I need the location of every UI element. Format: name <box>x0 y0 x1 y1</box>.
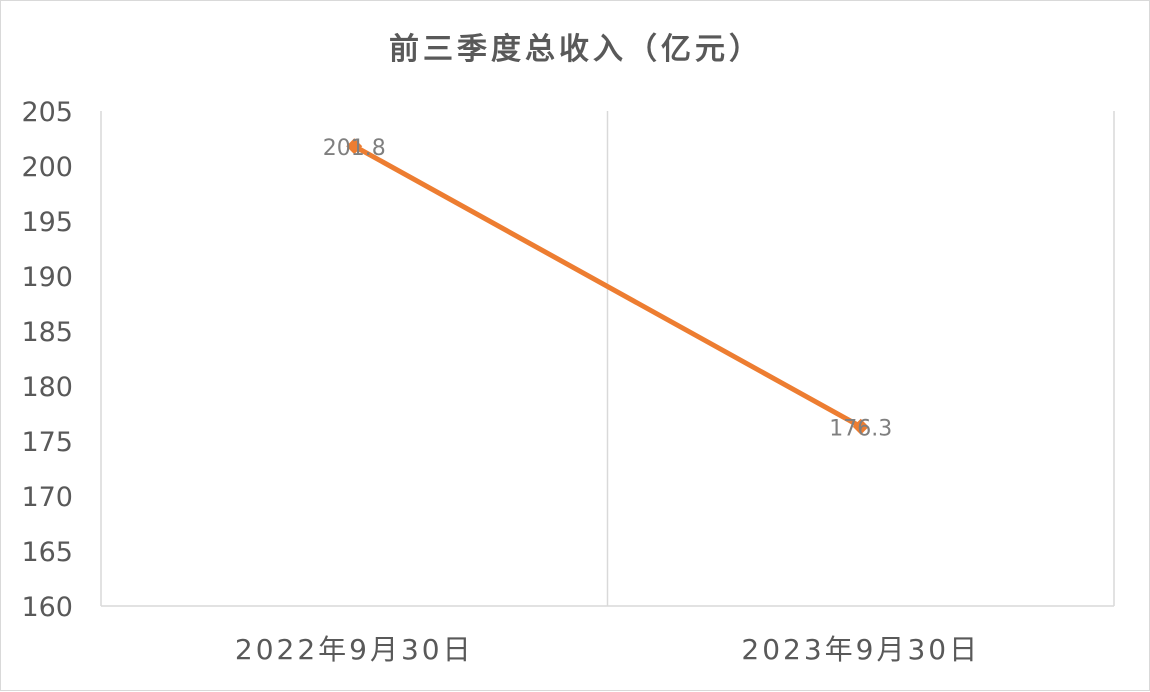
chart-title: 前三季度总收入（亿元） <box>389 32 763 67</box>
plot-grid <box>100 111 1115 607</box>
data-point-marker <box>852 418 869 435</box>
y-tick-label: 200 <box>21 152 73 183</box>
y-axis: 160 165 170 175 180 185 190 195 200 205 <box>21 97 73 623</box>
series-line <box>351 143 864 430</box>
x-tick-label: 2023年9月30日 <box>741 633 980 666</box>
data-label: 176.3 <box>829 417 892 442</box>
y-tick-label: 180 <box>21 372 73 403</box>
x-axis: 2022年9月30日 2023年9月30日 <box>235 633 980 666</box>
y-tick-label: 175 <box>21 427 73 458</box>
data-label: 201.8 <box>323 136 386 161</box>
x-tick-label: 2022年9月30日 <box>235 633 474 666</box>
y-tick-label: 185 <box>21 317 73 348</box>
data-point-marker <box>346 138 363 155</box>
y-tick-label: 205 <box>21 97 73 128</box>
y-tick-label: 165 <box>21 537 73 568</box>
y-tick-label: 160 <box>21 592 73 623</box>
data-label-layer: 201.8 176.3 <box>323 136 892 442</box>
y-tick-label: 195 <box>21 207 73 238</box>
y-tick-label: 170 <box>21 482 73 513</box>
y-tick-label: 190 <box>21 262 73 293</box>
series-layer <box>346 138 869 435</box>
